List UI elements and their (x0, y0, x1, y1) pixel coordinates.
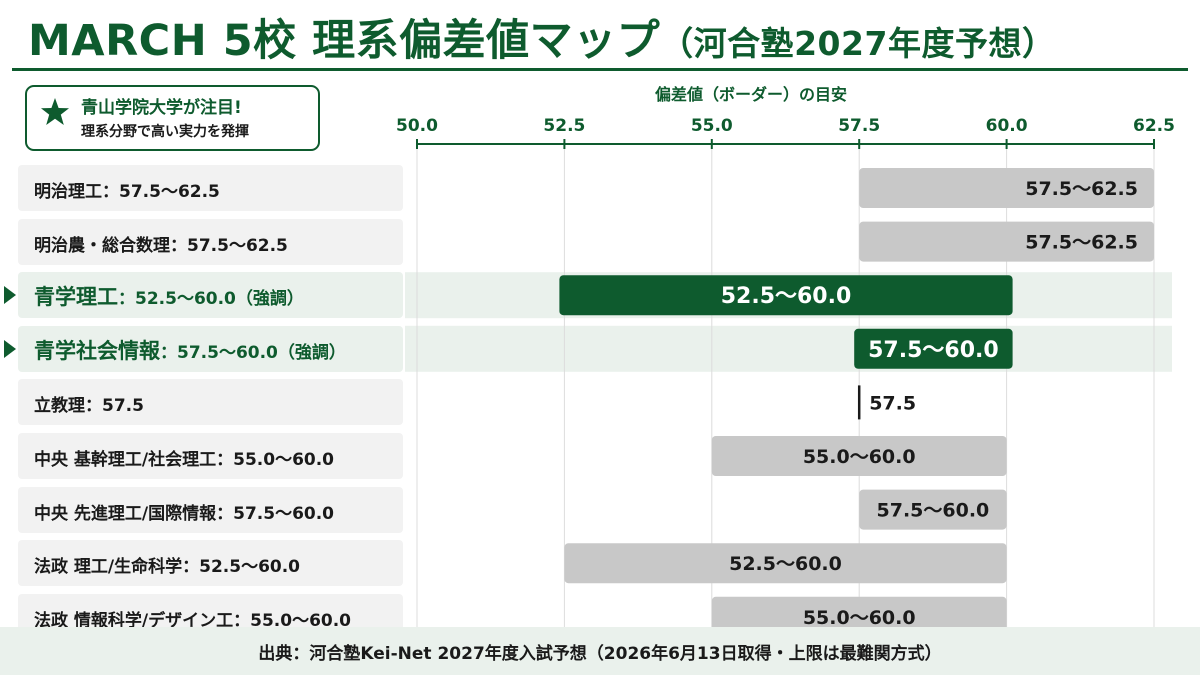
range-chart: 50.0 52.5 55.0 57.5 60.0 62.5 57.5～62.5 57.5～62… (396, 116, 1175, 627)
row-label-text: 法政 情報科学/デザイン工：55.0～60.0 (34, 610, 352, 631)
star-icon (41, 98, 69, 125)
bar-value-label: 55.0～60.0 (803, 607, 916, 627)
range-bar (711, 596, 1007, 627)
row-label-text: 明治理工：57.5～62.5 (34, 182, 220, 202)
source-text: 出典：河合塾Kei-Net 2027年度入試予想（2026年6月13日取得・上限… (258, 644, 942, 664)
row-label-1: 明治理工：57.5～62.5 (18, 165, 403, 211)
page-title-main: MARCH 5校 理系偏差値マップ (28, 16, 661, 66)
bar-value-label: 57.5 (869, 392, 916, 414)
highlight-callout: 青山学院大学が注目! 理系分野で高い実力を発揮 (25, 85, 320, 151)
plot-row-bg (405, 379, 1172, 426)
row-label-2: 明治農・総合数理：57.5～62.5 (18, 218, 403, 265)
plot-row-bg (405, 486, 1172, 533)
row-label-text: 明治農・総合数理：57.5～62.5 (34, 235, 288, 256)
bar-value-label: 57.5～62.5 (1025, 232, 1138, 254)
row-label-6: 中央 基幹理工/社会理工：55.0～60.0 (18, 433, 403, 479)
callout-subline: 理系分野で高い実力を発揮 (81, 124, 249, 140)
row-label-name: 青学社会情報 (34, 338, 160, 363)
bar-value-label: 57.5～60.0 (877, 500, 990, 522)
bar-value-label: 57.5～62.5 (1025, 178, 1138, 200)
row-label-4: 青学社会情報：57.5～60.0（強調） (18, 325, 403, 372)
row-label-text: 青学社会情報：57.5～60.0（強調） (34, 335, 346, 365)
row-label-text: 中央 基幹理工/社会理工：55.0～60.0 (34, 450, 335, 470)
row-label-range: ：57.5～60.0（強調） (160, 342, 346, 363)
row-label-8: 法政 理工/生命科学：52.5～60.0 (18, 540, 403, 587)
x-tick-label: 52.5 (543, 116, 585, 136)
source-footer: 出典：河合塾Kei-Net 2027年度入試予想（2026年6月13日取得・上限… (0, 627, 1200, 675)
highlight-arrow-icon (4, 286, 16, 305)
range-bar (564, 543, 1007, 584)
row-label-name: 青学理工 (34, 285, 118, 310)
x-tick-label: 50.0 (396, 116, 438, 136)
row-label-range: ：52.5～60.0（強調） (118, 289, 304, 310)
plot-row-bg (405, 325, 1172, 372)
bar-value-label: 57.5～60.0 (868, 338, 999, 363)
row-label-text: 中央 先進理工/国際情報：57.5～60.0 (34, 503, 335, 524)
row-label-7: 中央 先進理工/国際情報：57.5～60.0 (18, 486, 403, 533)
x-axis-title: 偏差値（ボーダー）の目安 (655, 85, 848, 104)
range-bar (859, 489, 1007, 530)
row-label-text: 立教理：57.5 (34, 396, 144, 417)
bar-value-label: 52.5～60.0 (729, 553, 842, 575)
highlight-bar (559, 275, 1013, 316)
page-title: MARCH 5校 理系偏差値マップ（河合塾2027年度予想） (28, 6, 1055, 68)
callout-headline: 青山学院大学が注目! (81, 98, 242, 118)
row-label-text: 法政 理工/生命科学：52.5～60.0 (34, 557, 301, 578)
x-tick-label: 60.0 (986, 116, 1028, 136)
range-bar (711, 436, 1007, 476)
x-tick-label: 55.0 (691, 116, 733, 136)
range-bar (859, 221, 1154, 262)
x-tick-label: 62.5 (1133, 116, 1175, 136)
bar-value-label: 52.5～60.0 (721, 284, 852, 309)
row-label-3: 青学理工：52.5～60.0（強調） (18, 272, 403, 319)
x-tick-label: 57.5 (838, 116, 880, 136)
row-label-5: 立教理：57.5 (18, 379, 403, 426)
page-title-sub: （河合塾2027年度予想） (660, 24, 1056, 63)
highlight-bar (854, 328, 1013, 369)
highlight-arrow-icon (4, 339, 16, 358)
bar-value-label: 55.0～60.0 (803, 446, 916, 468)
row-label-text: 青学理工：52.5～60.0（強調） (34, 281, 304, 311)
title-divider (12, 68, 1188, 71)
range-bar (859, 168, 1154, 208)
